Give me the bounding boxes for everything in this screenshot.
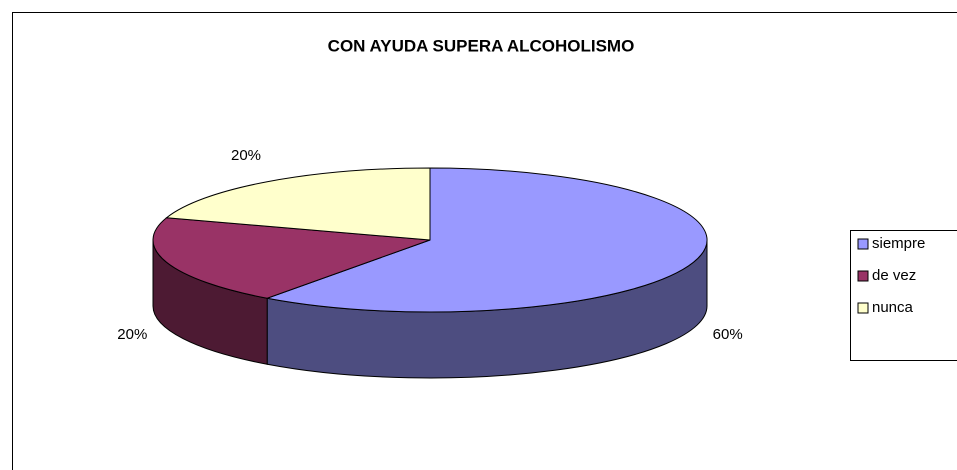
legend-swatch	[857, 302, 869, 314]
chart-title: CON AYUDA SUPERA ALCOHOLISMO	[328, 36, 635, 55]
legend-label: de vez	[872, 267, 916, 284]
legend-box	[850, 230, 957, 361]
legend-label: nunca	[872, 299, 914, 316]
pie-slice	[165, 167, 431, 241]
legend-swatch	[857, 270, 869, 282]
legend-swatch	[857, 238, 869, 250]
pie-slice	[265, 167, 708, 313]
pie-slice	[152, 217, 431, 299]
data-label: 60%	[713, 326, 743, 343]
data-label: 20%	[231, 147, 261, 164]
data-label: 20%	[117, 326, 147, 343]
legend-label: siempre	[872, 235, 925, 252]
